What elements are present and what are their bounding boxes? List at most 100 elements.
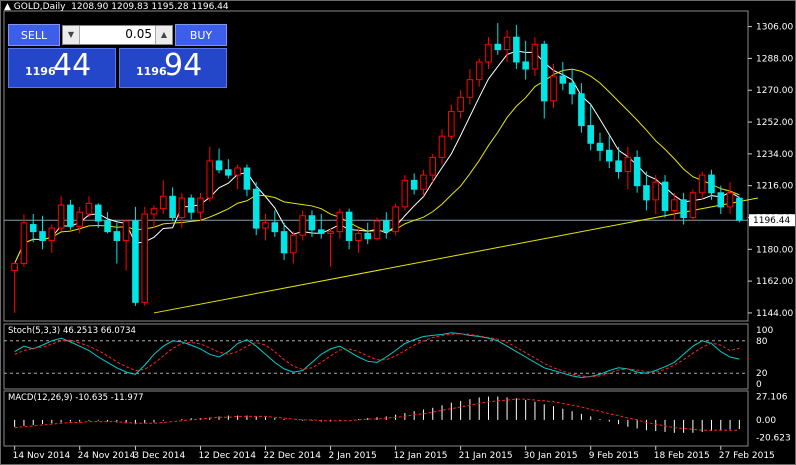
sell-price-prefix: 1196 (25, 65, 56, 78)
candle-down (708, 174, 715, 194)
stoch-signal-line (14, 333, 740, 378)
macd-signal-line (14, 398, 740, 431)
candle-up (652, 181, 660, 201)
lot-size-stepper[interactable]: ▼ 0.05 ▲ (62, 25, 173, 45)
candle-up (290, 234, 297, 254)
candle-down (513, 36, 520, 63)
candle-down (215, 160, 223, 171)
x-tick-label: 22 Dec 2014 (264, 451, 322, 461)
stoch-y-tick-label: 80 (756, 337, 768, 347)
panel-frame (3, 390, 749, 447)
buy-price-box[interactable]: 1196 94 (119, 48, 227, 88)
candle-down (39, 231, 46, 241)
y-tick-label: 1270.00 (756, 86, 793, 96)
candle-up (206, 160, 214, 199)
y-tick-label: 1180.00 (756, 245, 793, 255)
stoch-main-line (14, 332, 740, 379)
candle-down (680, 199, 687, 218)
y-tick-label: 1252.00 (756, 118, 793, 128)
panel-frame (3, 323, 749, 390)
symbol-header: ▲ GOLD,Daily 1208.90 1209.83 1195.28 119… (4, 2, 229, 12)
trendline (153, 197, 759, 314)
candle-up (689, 192, 697, 218)
x-tick-label: 27 Feb 2015 (719, 451, 775, 461)
sell-button[interactable]: SELL (8, 24, 60, 46)
sell-price-box[interactable]: 1196 44 (8, 48, 116, 88)
x-tick-label: 12 Jan 2015 (394, 451, 448, 461)
candle-down (494, 43, 502, 51)
candle-up (327, 231, 334, 234)
candle-up (122, 220, 130, 241)
candle-up (85, 202, 93, 215)
candle-up (401, 179, 409, 208)
x-tick-label: 9 Feb 2015 (589, 451, 639, 461)
candle-down (596, 142, 604, 151)
candle-down (345, 211, 353, 241)
candle-up (503, 36, 511, 51)
candle-down (717, 192, 725, 208)
candle-down (364, 232, 371, 240)
candle-down (540, 43, 548, 102)
candle-up (475, 61, 483, 81)
candle-down (132, 220, 139, 303)
ohlc-values: 1208.90 1209.83 1195.28 1196.44 (71, 2, 229, 12)
candle-up (392, 206, 399, 233)
collapse-triangle-icon[interactable]: ▲ (4, 2, 11, 12)
panel-frame (3, 10, 749, 322)
x-tick-label: 24 Nov 2014 (78, 451, 136, 461)
macd-y-tick-label: 27.106 (756, 392, 788, 402)
candle-down (383, 220, 390, 233)
y-tick-label: 1288.00 (756, 54, 793, 64)
symbol-label: GOLD,Daily (13, 2, 66, 12)
y-tick-label: 1216.00 (756, 182, 793, 192)
candle-up (150, 208, 158, 215)
candle-up (550, 75, 557, 102)
candle-down (522, 61, 529, 70)
buy-price-pips: 94 (164, 48, 203, 83)
buy-price-prefix: 1196 (136, 65, 167, 78)
y-tick-label: 1234.00 (756, 150, 793, 160)
candle-down (736, 197, 743, 221)
candle-up (11, 262, 18, 272)
candle-down (317, 229, 325, 234)
candle-up (671, 199, 678, 211)
candle-down (280, 231, 288, 254)
buy-button[interactable]: BUY (175, 24, 227, 46)
candle-down (308, 215, 316, 231)
candle-up (20, 222, 28, 264)
candle-up (438, 135, 446, 158)
candle-up (420, 174, 427, 190)
macd-y-tick-label: -20.623 (756, 434, 791, 444)
candle-up (197, 197, 204, 213)
candle-down (252, 188, 260, 229)
candle-down (94, 204, 102, 222)
chevron-up-icon[interactable]: ▲ (155, 26, 172, 44)
x-tick-label: 18 Feb 2015 (654, 451, 710, 461)
macd-label: MACD(12,26,9) -10.635 -11.977 (8, 393, 144, 403)
candle-down (643, 185, 650, 201)
candle-down (587, 125, 594, 144)
candle-up (531, 43, 539, 70)
candle-down (67, 204, 74, 227)
candle-down (169, 195, 176, 218)
y-tick-label: 1306.00 (756, 23, 793, 33)
chevron-down-icon[interactable]: ▼ (63, 26, 80, 44)
x-tick-label: 3 Dec 2014 (133, 451, 185, 461)
y-tick-label: 1144.00 (756, 309, 793, 319)
candle-up (160, 195, 167, 210)
sell-price-pips: 44 (53, 48, 92, 83)
candle-down (615, 160, 622, 173)
candle-down (104, 220, 111, 233)
current-price-label: 1196.44 (753, 216, 790, 226)
candle-up (57, 204, 65, 229)
candle-up (299, 215, 306, 236)
candle-down (661, 181, 669, 211)
lot-size-value[interactable]: 0.05 (125, 27, 152, 41)
x-tick-label: 14 Nov 2014 (13, 451, 71, 461)
candle-up (141, 213, 149, 303)
macd-y-tick-label: 0.00 (756, 416, 776, 426)
candle-up (457, 96, 464, 112)
candle-up (466, 79, 474, 98)
